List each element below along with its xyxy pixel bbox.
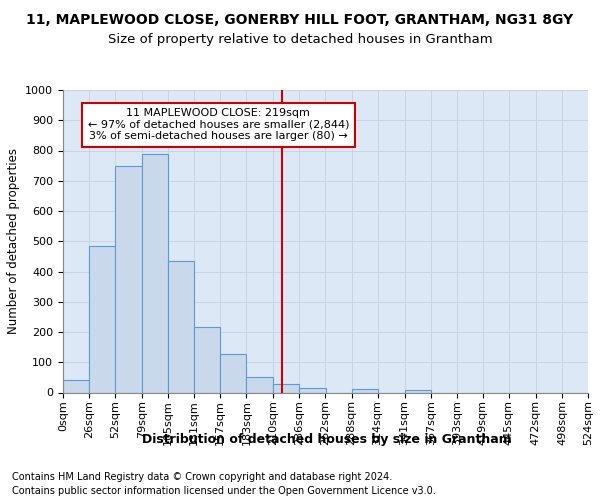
Bar (404, 390, 431, 392)
Bar (89, 246, 115, 392)
Y-axis label: Number of detached properties: Number of detached properties (7, 148, 20, 334)
Bar (247, 377, 274, 392)
Text: 11 MAPLEWOOD CLOSE: 219sqm
← 97% of detached houses are smaller (2,844)
3% of se: 11 MAPLEWOOD CLOSE: 219sqm ← 97% of deta… (88, 108, 349, 142)
Bar (115, 166, 142, 392)
Bar (63, 380, 89, 392)
Text: Contains HM Land Registry data © Crown copyright and database right 2024.: Contains HM Land Registry data © Crown c… (12, 472, 392, 482)
Text: Contains public sector information licensed under the Open Government Licence v3: Contains public sector information licen… (12, 486, 436, 496)
Text: 11, MAPLEWOOD CLOSE, GONERBY HILL FOOT, GRANTHAM, NG31 8GY: 11, MAPLEWOOD CLOSE, GONERBY HILL FOOT, … (26, 12, 574, 26)
Text: Size of property relative to detached houses in Grantham: Size of property relative to detached ho… (107, 32, 493, 46)
Bar (142, 154, 168, 392)
Bar (352, 390, 377, 392)
Bar (194, 326, 220, 392)
Bar (220, 354, 247, 393)
Bar (299, 388, 325, 392)
Bar (168, 261, 194, 392)
Bar (274, 384, 299, 392)
Text: Distribution of detached houses by size in Grantham: Distribution of detached houses by size … (142, 432, 512, 446)
